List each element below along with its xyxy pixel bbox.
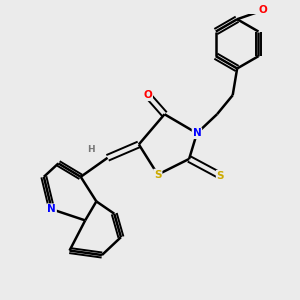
- Text: H: H: [87, 146, 94, 154]
- Text: N: N: [47, 204, 56, 214]
- Text: O: O: [259, 5, 267, 15]
- Text: O: O: [143, 90, 152, 100]
- Text: N: N: [193, 128, 201, 138]
- Text: S: S: [154, 169, 162, 180]
- Text: S: S: [217, 171, 224, 181]
